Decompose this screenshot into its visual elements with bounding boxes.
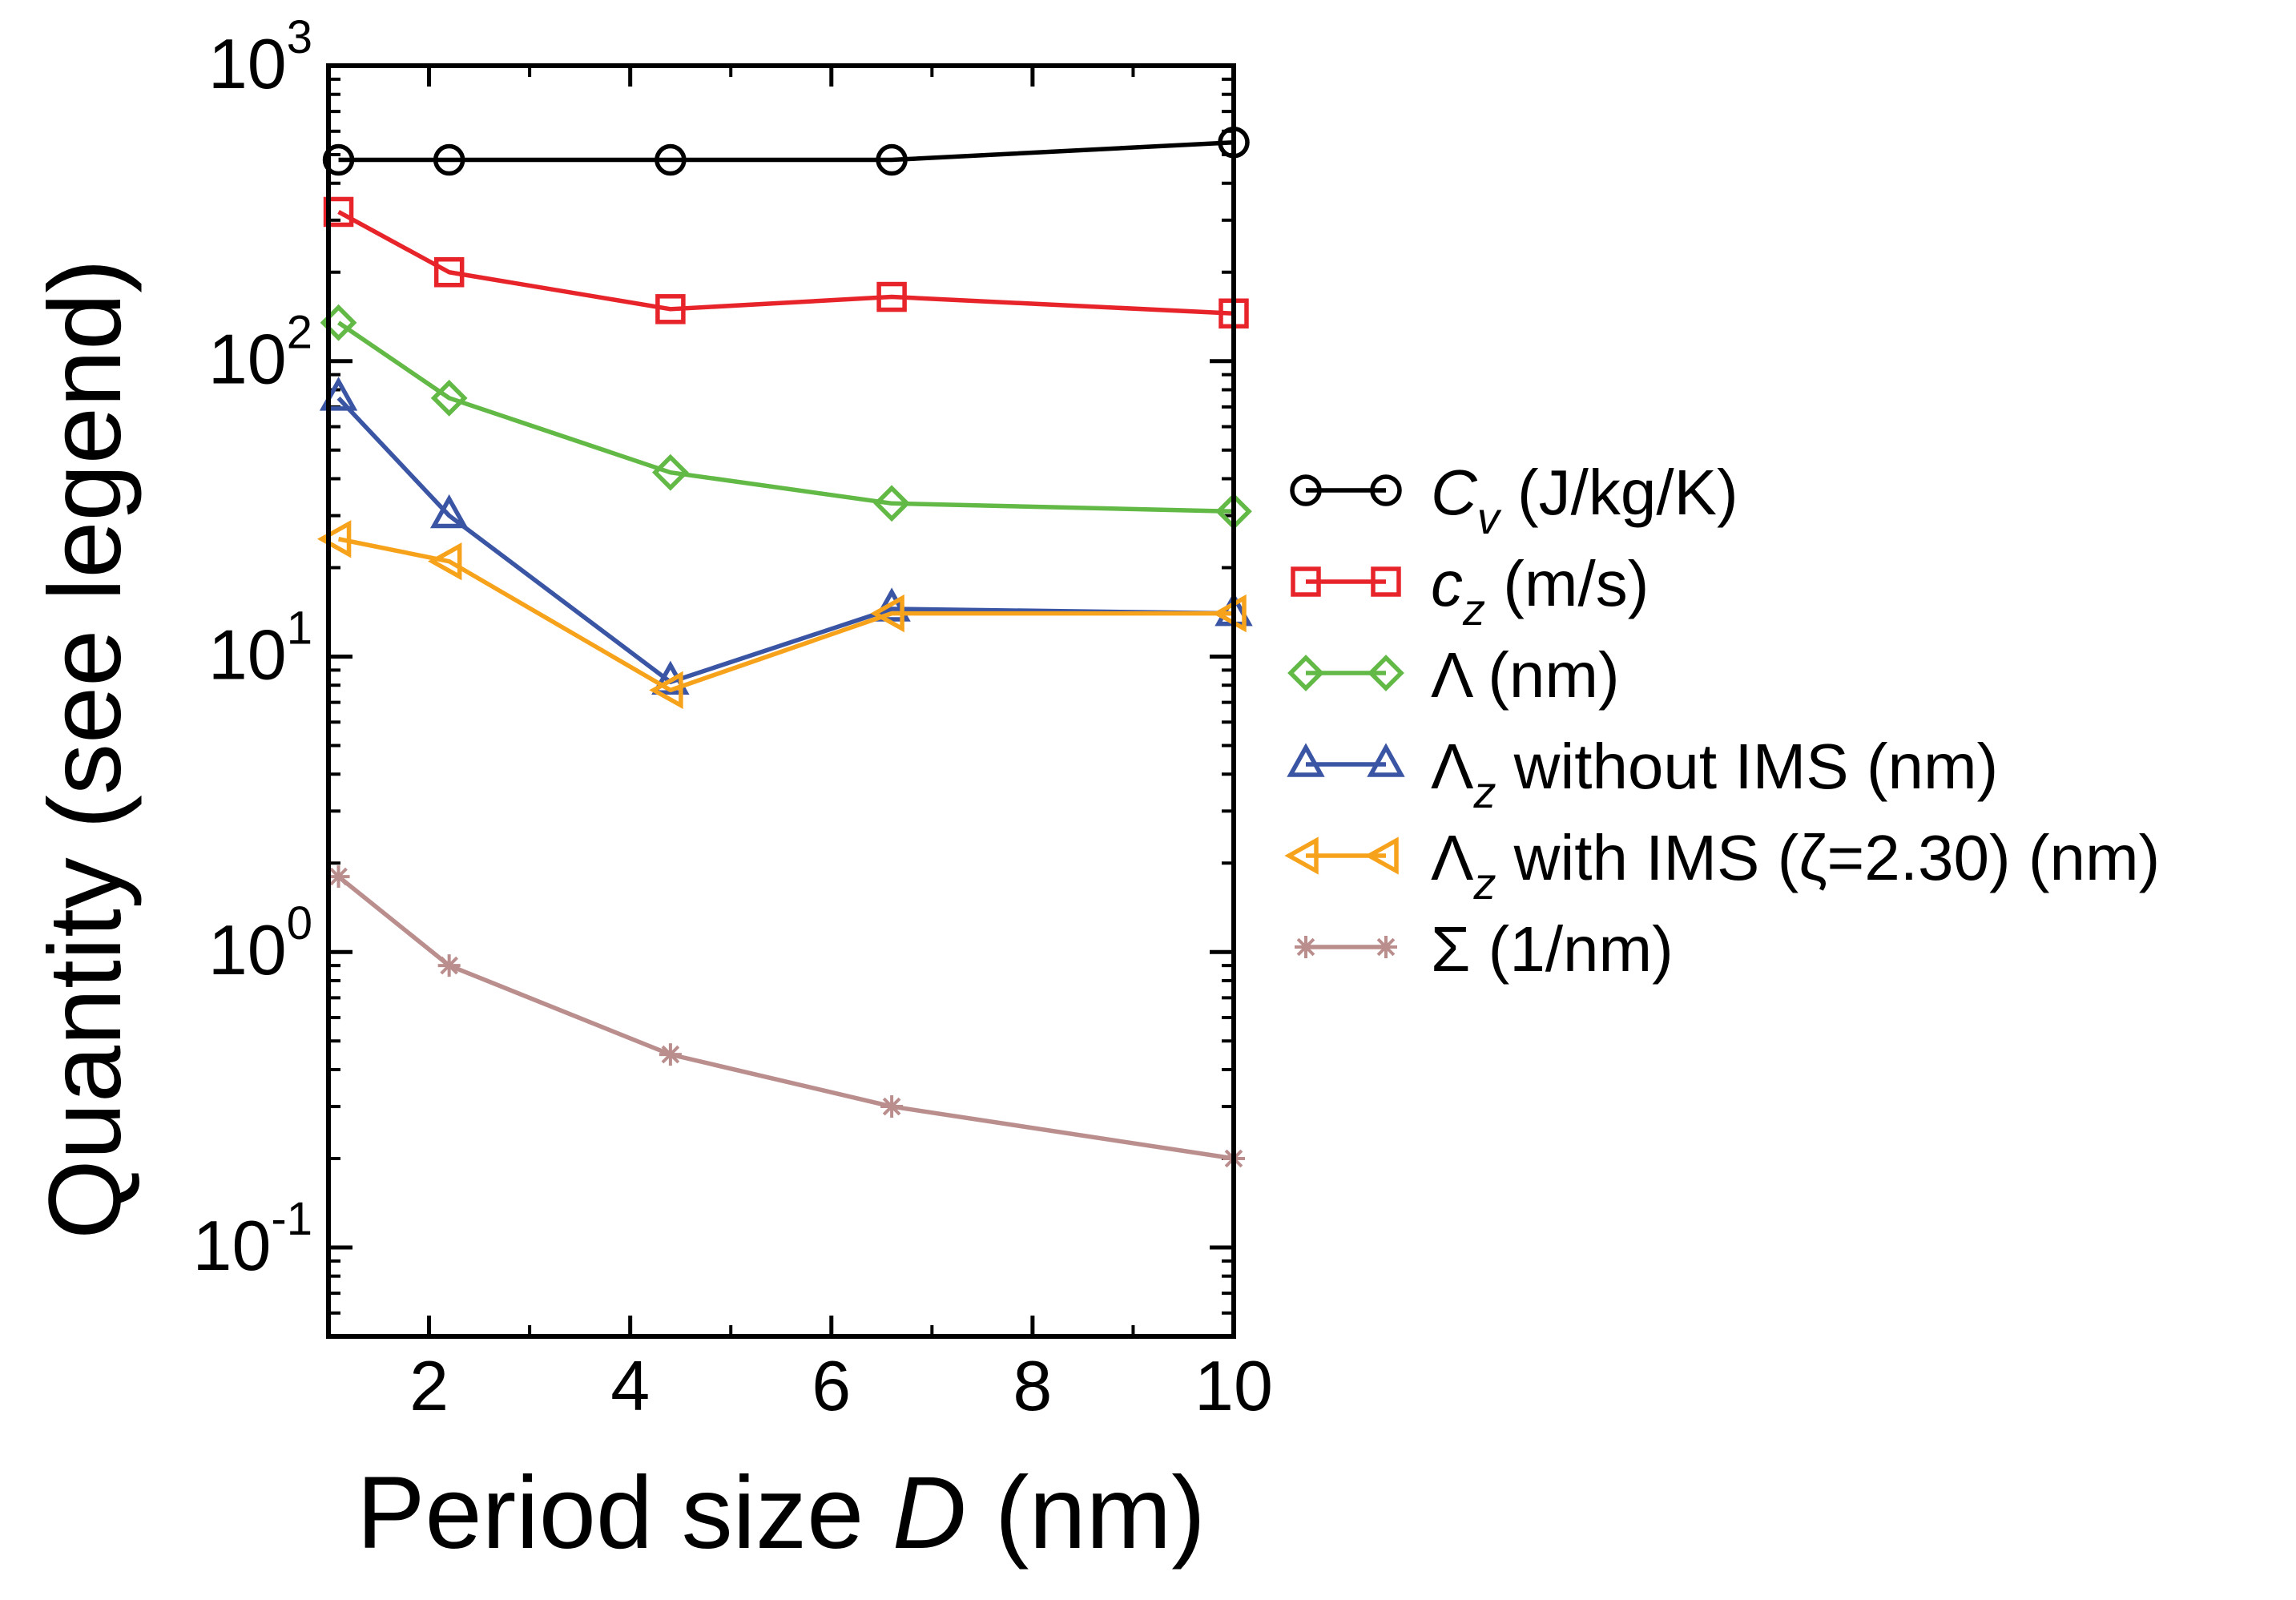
- marker-diamond: [430, 379, 468, 417]
- plot-frame: [326, 63, 1236, 1339]
- series-line-cv: [338, 139, 1235, 163]
- legend-label: cz (m/s): [1431, 548, 1649, 635]
- marker-diamond: [873, 485, 911, 522]
- x-tick-label: 2: [409, 1346, 449, 1425]
- marker-triangle: [319, 377, 358, 411]
- series-cz: [323, 196, 1249, 328]
- legend-item-lambda_z_no_ims: Λz without IMS (nm): [1287, 731, 1998, 817]
- marker-circle: [655, 143, 687, 176]
- marker-asterisk: [1296, 937, 1315, 957]
- series-lambda: [320, 304, 1252, 530]
- marker-triangle-left: [1284, 836, 1319, 875]
- marker-triangle-left: [649, 671, 683, 710]
- legend: Cv (J/kg/K)cz (m/s)Λ (nm) Λz without IMS …: [1284, 457, 2160, 985]
- marker-circle: [876, 143, 908, 176]
- marker-asterisk: [440, 956, 458, 975]
- series-lambda_z_ims: [316, 520, 1247, 710]
- marker-diamond: [1368, 655, 1404, 691]
- marker-square: [655, 294, 686, 324]
- legend-label: Λ (nm): [1431, 639, 1620, 711]
- marker-square: [433, 256, 465, 288]
- marker-asterisk: [1376, 937, 1396, 957]
- series-cv: [322, 126, 1250, 176]
- marker-asterisk: [882, 1097, 901, 1116]
- legend-item-lambda: Λ (nm): [1287, 639, 1620, 711]
- series-sigma: [327, 865, 1245, 1170]
- legend-item-cv: Cv (J/kg/K): [1290, 457, 1738, 543]
- series-line-lambda_z_ims: [338, 537, 1234, 693]
- marker-triangle-left: [1364, 836, 1399, 875]
- marker-square: [876, 281, 907, 312]
- series-line-lambda: [337, 320, 1235, 514]
- marker-asterisk: [661, 1045, 680, 1064]
- marker-square: [323, 196, 354, 228]
- marker-asterisk: [329, 867, 348, 886]
- marker-triangle: [1367, 743, 1405, 777]
- legend-item-lambda_z_ims: Λz with IMS (ζ=2.30) (nm): [1284, 822, 2160, 909]
- y-axis-title: Quantity (see legend): [28, 259, 143, 1239]
- legend-item-cz: cz (m/s): [1291, 548, 1649, 635]
- marker-diamond: [651, 453, 689, 491]
- marker-diamond: [1287, 655, 1324, 691]
- x-tick-label: 10: [1194, 1346, 1273, 1425]
- series-line-cz: [337, 210, 1235, 316]
- legend-item-sigma: Σ (1/nm): [1295, 913, 1674, 985]
- legend-label: Λz without IMS (nm): [1431, 731, 1998, 817]
- marker-square: [1291, 566, 1321, 597]
- legend-label: Σ (1/nm): [1431, 913, 1674, 985]
- marker-square: [1371, 566, 1401, 597]
- marker-circle: [1290, 474, 1322, 506]
- x-tick-label: 6: [812, 1346, 851, 1425]
- marker-triangle-left: [428, 542, 462, 581]
- marker-triangle-left: [1212, 594, 1247, 633]
- legend-label: Λz with IMS (ζ=2.30) (nm): [1431, 822, 2160, 909]
- marker-triangle-left: [316, 520, 352, 558]
- legend-label: Cv (J/kg/K): [1431, 457, 1738, 543]
- x-tick-label: 4: [610, 1346, 650, 1425]
- marker-circle: [322, 143, 355, 176]
- marker-triangle: [872, 587, 911, 622]
- marker-triangle-left: [870, 594, 904, 633]
- x-tick-label: 8: [1013, 1346, 1052, 1425]
- x-axis-title: Period size D (nm): [356, 1456, 1206, 1570]
- marker-triangle: [429, 494, 469, 529]
- marker-circle: [433, 143, 465, 176]
- marker-triangle: [1287, 743, 1325, 777]
- marker-circle: [1370, 474, 1402, 506]
